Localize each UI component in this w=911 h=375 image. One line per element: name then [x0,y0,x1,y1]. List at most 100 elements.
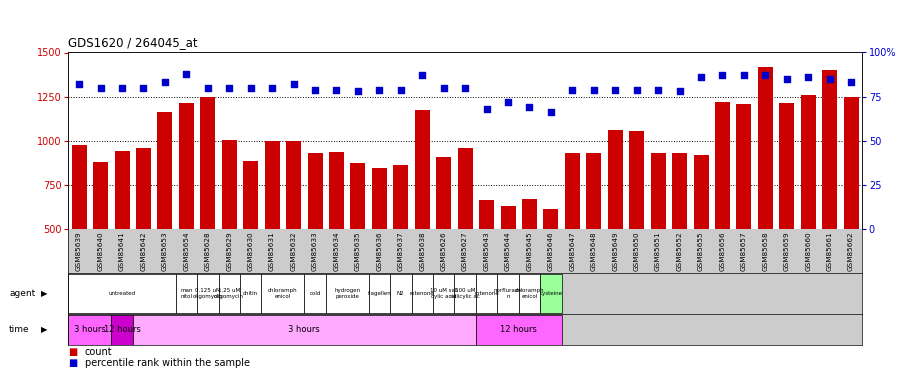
Text: GSM85652: GSM85652 [676,231,681,271]
Bar [496,274,518,313]
Text: 10 uM sali
cylic acid: 10 uM sali cylic acid [429,288,457,298]
Bar [368,274,390,313]
Bar [433,274,454,313]
Bar [93,162,108,229]
Text: GSM85661: GSM85661 [825,231,832,271]
Bar [476,315,561,345]
Text: GDS1620 / 264045_at: GDS1620 / 264045_at [68,36,198,49]
Bar [539,274,561,313]
Text: GSM85643: GSM85643 [483,231,489,271]
Text: GSM85637: GSM85637 [397,231,404,271]
Text: untreated: untreated [108,291,136,296]
Point [93,85,107,91]
Point [671,88,686,94]
Point [800,74,814,80]
Text: flagellen: flagellen [367,291,391,296]
Point [650,87,665,93]
Point [221,85,236,91]
Point [243,85,258,91]
Text: 0.125 uM
oligomycin: 0.125 uM oligomycin [192,288,222,298]
Text: GSM85662: GSM85662 [847,231,854,271]
Bar [286,141,301,229]
Bar [264,141,280,229]
Text: GSM85629: GSM85629 [226,231,232,271]
Text: GSM85642: GSM85642 [140,231,147,271]
Text: GSM85633: GSM85633 [312,231,318,271]
Bar [372,168,386,229]
Bar [521,199,537,229]
Text: GSM85636: GSM85636 [376,231,382,271]
Point [457,85,472,91]
Point [415,72,429,78]
Text: chitin: chitin [243,291,258,296]
Text: N2: N2 [396,291,404,296]
Text: GSM85647: GSM85647 [568,231,575,271]
Text: ■: ■ [68,347,77,357]
Text: GSM85628: GSM85628 [205,231,210,271]
Text: GSM85634: GSM85634 [333,231,339,271]
Bar [393,165,408,229]
Text: ▶: ▶ [41,325,47,334]
Point [714,72,729,78]
Text: GSM85646: GSM85646 [548,231,553,271]
Bar [68,274,176,313]
Text: man
nitol: man nitol [179,288,192,298]
Bar [68,315,111,345]
Bar [564,153,579,229]
Text: rotenone: rotenone [474,291,498,296]
Text: GSM85658: GSM85658 [762,231,767,271]
Text: GSM85649: GSM85649 [611,231,618,271]
Bar [714,102,729,229]
Text: GSM85657: GSM85657 [740,231,746,271]
Bar [325,274,368,313]
Bar [607,130,622,229]
Bar [390,274,411,313]
Point [757,72,772,78]
Bar [692,155,708,229]
Bar [219,274,240,313]
Text: GSM85651: GSM85651 [654,231,660,271]
Bar [454,274,476,313]
Bar [821,70,836,229]
Text: 12 hours: 12 hours [104,325,140,334]
Point [372,87,386,93]
Bar [586,153,600,229]
Bar [500,206,515,229]
Bar [115,151,129,229]
Point [479,106,494,112]
Text: GSM85645: GSM85645 [526,231,532,271]
Text: GSM85630: GSM85630 [248,231,253,271]
Bar [800,95,814,229]
Point [350,88,364,94]
Point [779,76,793,82]
Bar [200,98,215,229]
Bar [158,112,172,229]
Point [179,70,193,76]
Text: 1.25 uM
oligomycin: 1.25 uM oligomycin [214,288,244,298]
Point [115,85,129,91]
Point [307,87,322,93]
Bar [435,157,451,229]
Bar [243,161,258,229]
Bar [136,148,151,229]
Text: 100 uM
salicylic ac: 100 uM salicylic ac [450,288,479,298]
Bar [197,274,219,313]
Text: GSM85626: GSM85626 [440,231,446,271]
Bar [261,274,304,313]
Point [843,80,857,86]
Bar [304,274,325,313]
Text: GSM85644: GSM85644 [505,231,510,271]
Point [822,76,836,82]
Text: GSM85627: GSM85627 [462,231,467,271]
Point [693,74,708,80]
Bar [415,110,429,229]
Text: GSM85656: GSM85656 [719,231,724,271]
Text: GSM85635: GSM85635 [354,231,361,271]
Point [586,87,600,93]
Text: GSM85659: GSM85659 [783,231,789,271]
Text: GSM85653: GSM85653 [162,231,168,271]
Text: time: time [9,325,30,334]
Text: cold: cold [309,291,321,296]
Point [608,87,622,93]
Bar [650,153,665,229]
